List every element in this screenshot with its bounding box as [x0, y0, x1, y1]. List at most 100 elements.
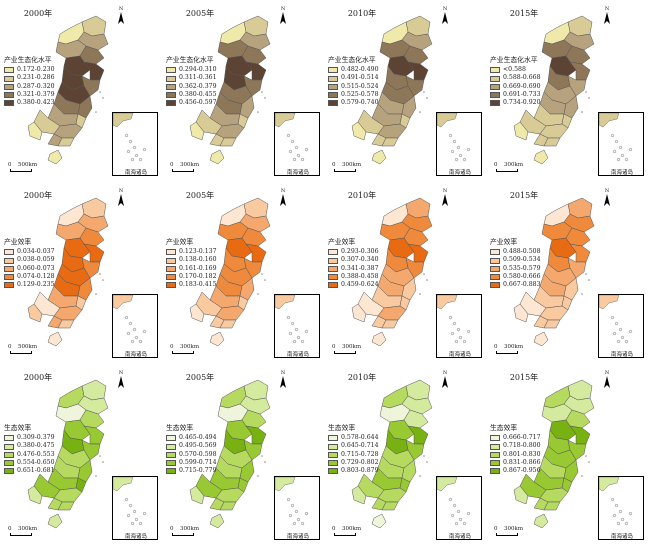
inset-island	[130, 157, 135, 162]
panel-year-title: 2015年	[509, 9, 539, 18]
legend-item: 0.172-0.230	[4, 66, 55, 74]
north-arrow-icon: N	[116, 370, 126, 392]
scale-zero-label: 0	[494, 344, 498, 350]
scale-bar	[172, 533, 194, 536]
legend-item: 0.161-0.169	[166, 265, 217, 273]
inset-island	[292, 157, 297, 162]
legend-swatch	[328, 100, 338, 107]
legend-item: 0.509-0.534	[490, 256, 541, 264]
south-china-sea-inset: 南海诸岛	[274, 476, 320, 540]
legend-item: 0.645-0.714	[328, 442, 379, 450]
inset-label: 南海诸岛	[448, 352, 471, 358]
inset-island	[610, 315, 615, 320]
inset-island	[142, 147, 147, 152]
legend-swatch	[490, 459, 500, 466]
legend-item: 0.294-0.310	[166, 66, 217, 74]
legend-item: 0.307-0.340	[328, 256, 379, 264]
north-label: N	[604, 6, 610, 12]
inset-island	[618, 509, 623, 514]
panel-year-title: 2005年	[185, 191, 215, 200]
legend-title: 产业生态化水平	[490, 56, 538, 64]
island-dot	[257, 475, 259, 477]
legend-swatch	[4, 83, 14, 90]
legend-label: 0.579-0.740	[341, 99, 379, 107]
north-label: N	[442, 6, 448, 12]
province-region	[381, 137, 399, 147]
legend-label: 0.388-0.458	[341, 272, 379, 280]
province-region	[47, 331, 63, 347]
legend-swatch	[490, 265, 500, 272]
legend-title: 产业效率	[328, 238, 356, 246]
island-dot	[102, 279, 104, 281]
north-label: N	[442, 370, 448, 376]
north-label: N	[604, 370, 610, 376]
inset-island	[290, 503, 295, 508]
inset-map	[112, 112, 147, 162]
legend-label: 0.482-0.490	[341, 66, 379, 74]
legend-item: 0.456-0.597	[166, 99, 217, 107]
map-panel: 2005年 N 产业生态化水平 0.294-0.310 0.311-0.361 0.362…	[162, 0, 322, 178]
choropleth-map	[351, 197, 433, 347]
inset-label: 南海诸岛	[448, 534, 471, 540]
inset-island	[448, 497, 453, 502]
legend-label: 0.801-0.830	[503, 450, 541, 458]
island-dot	[95, 111, 97, 113]
legend-swatch	[4, 459, 14, 466]
inset-island	[294, 145, 299, 150]
legend-swatch	[490, 249, 500, 256]
legend-title: 产业生态化水平	[4, 56, 52, 64]
province-region	[219, 501, 237, 511]
scale-zero-label: 0	[494, 526, 498, 532]
north-arrow-icon: N	[278, 6, 288, 28]
inset-map	[598, 112, 633, 162]
scale-bar	[334, 533, 356, 536]
inset-island	[456, 509, 461, 514]
island-dot	[423, 273, 425, 275]
legend-label: 0.476-0.553	[17, 450, 55, 458]
inset-island	[458, 517, 463, 522]
inset-island	[288, 513, 293, 518]
legend-label: 0.734-0.920	[503, 99, 541, 107]
legend-label: 0.038-0.059	[17, 256, 55, 264]
province-region	[189, 303, 205, 323]
island-dot	[99, 273, 101, 275]
island-dot	[588, 97, 590, 99]
province-region	[189, 485, 205, 505]
inset-island	[300, 157, 305, 162]
legend-item: 0.138-0.160	[166, 256, 217, 264]
inset-island	[454, 157, 459, 162]
legend-item: 0.578-0.644	[328, 434, 379, 442]
province-region	[77, 95, 93, 119]
legend-item: <0.588	[490, 66, 541, 74]
inset-map	[274, 112, 309, 162]
inset-island	[138, 157, 143, 162]
legend-title: 产业生态化水平	[166, 56, 214, 64]
province-region	[381, 319, 399, 329]
inset-map	[598, 294, 633, 344]
scale-zero-label: 0	[170, 162, 174, 168]
inset-island	[612, 149, 617, 154]
inset-coast	[436, 476, 458, 492]
choropleth-map	[27, 379, 109, 529]
inset-island	[296, 335, 301, 340]
legend-label: 0.074-0.128	[17, 272, 55, 280]
panel-year-title: 2010年	[347, 191, 377, 200]
inset-map	[436, 112, 471, 162]
legend-label: 0.321-0.379	[17, 90, 55, 98]
inset-coast	[274, 294, 296, 310]
legend-item: 0.321-0.379	[4, 91, 55, 99]
south-china-sea-inset: 南海诸岛	[112, 112, 158, 176]
province-region	[563, 95, 579, 119]
island-dot	[588, 279, 590, 281]
legend-swatch	[328, 443, 338, 450]
inset-island	[620, 517, 625, 522]
legend-swatch	[490, 468, 500, 475]
legend-swatch	[490, 435, 500, 442]
legend-item: 0.599-0.714	[166, 459, 217, 467]
inset-island	[462, 157, 467, 162]
legend-label: 0.465-0.494	[179, 434, 217, 442]
legend-label: 0.129-0.235	[17, 281, 55, 289]
legend-label: 0.669-0.690	[503, 82, 541, 90]
legend-item: 0.515-0.524	[328, 83, 379, 91]
inset-island	[466, 511, 471, 516]
